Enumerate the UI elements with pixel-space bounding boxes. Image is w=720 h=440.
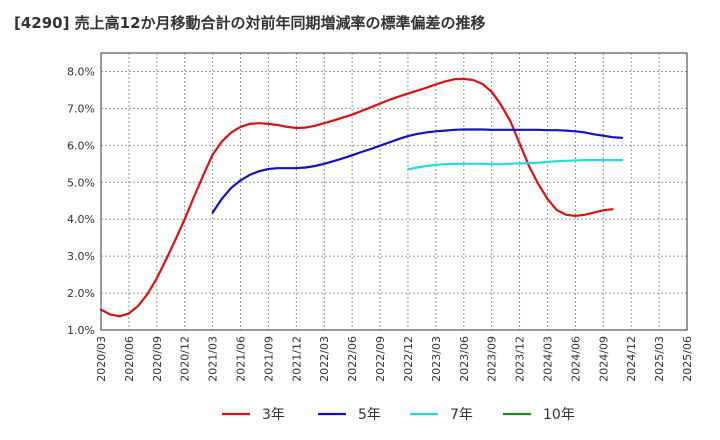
x-axis-ticks: 2020/03 2020/06 2020/09 2020/12 2021/03 2021/…	[95, 336, 694, 382]
y-tick-label: 6.0%	[67, 139, 95, 152]
y-tick-label: 4.0%	[67, 213, 95, 226]
y-tick-label: 2.0%	[67, 287, 95, 300]
x-tick-label: 2021/03	[207, 336, 220, 382]
x-tick-label: 2022/09	[374, 336, 387, 382]
y-tick-label: 5.0%	[67, 176, 95, 189]
x-tick-label: 2023/06	[458, 336, 471, 382]
x-tick-label: 2020/06	[123, 336, 136, 382]
series-line-3年	[99, 77, 614, 318]
series-line-5年	[211, 128, 624, 214]
grid-lines	[101, 53, 687, 330]
legend-label: 3年	[262, 407, 285, 423]
y-tick-label: 3.0%	[67, 250, 95, 263]
x-tick-label: 2020/09	[151, 336, 164, 382]
x-tick-label: 2023/12	[514, 336, 527, 382]
x-tick-label: 2024/03	[541, 336, 554, 382]
x-tick-label: 2024/06	[569, 336, 582, 382]
x-tick-label: 2021/12	[290, 336, 303, 382]
x-tick-label: 2024/12	[625, 336, 638, 382]
y-tick-label: 7.0%	[67, 102, 95, 115]
y-axis-ticks: 1.0% 2.0% 3.0% 4.0% 5.0% 6.0% 7.0% 8.0%	[67, 65, 95, 337]
x-tick-label: 2020/03	[95, 336, 108, 382]
x-tick-label: 2022/12	[402, 336, 415, 382]
x-tick-label: 2025/06	[681, 336, 694, 382]
y-tick-label: 1.0%	[67, 324, 95, 337]
y-tick-label: 8.0%	[67, 65, 95, 78]
legend-label: 7年	[450, 407, 473, 423]
series-lines	[99, 77, 624, 318]
plot-area-frame	[100, 52, 688, 331]
legend-label: 5年	[358, 407, 381, 423]
x-tick-label: 2025/03	[653, 336, 666, 382]
x-tick-label: 2021/09	[262, 336, 275, 382]
x-tick-label: 2021/06	[235, 336, 248, 382]
x-tick-label: 2024/09	[597, 336, 610, 382]
legend: 3年 5年 7年 10年	[222, 407, 575, 423]
chart-title: [4290] 売上高12か月移動合計の対前年同期増減率の標準偏差の推移	[14, 14, 486, 32]
x-tick-label: 2020/12	[179, 336, 192, 382]
legend-label: 10年	[543, 407, 575, 423]
x-tick-label: 2023/09	[486, 336, 499, 382]
x-tick-label: 2022/06	[346, 336, 359, 382]
x-tick-label: 2022/03	[318, 336, 331, 382]
series-line-7年	[406, 159, 624, 171]
x-tick-label: 2023/03	[430, 336, 443, 382]
